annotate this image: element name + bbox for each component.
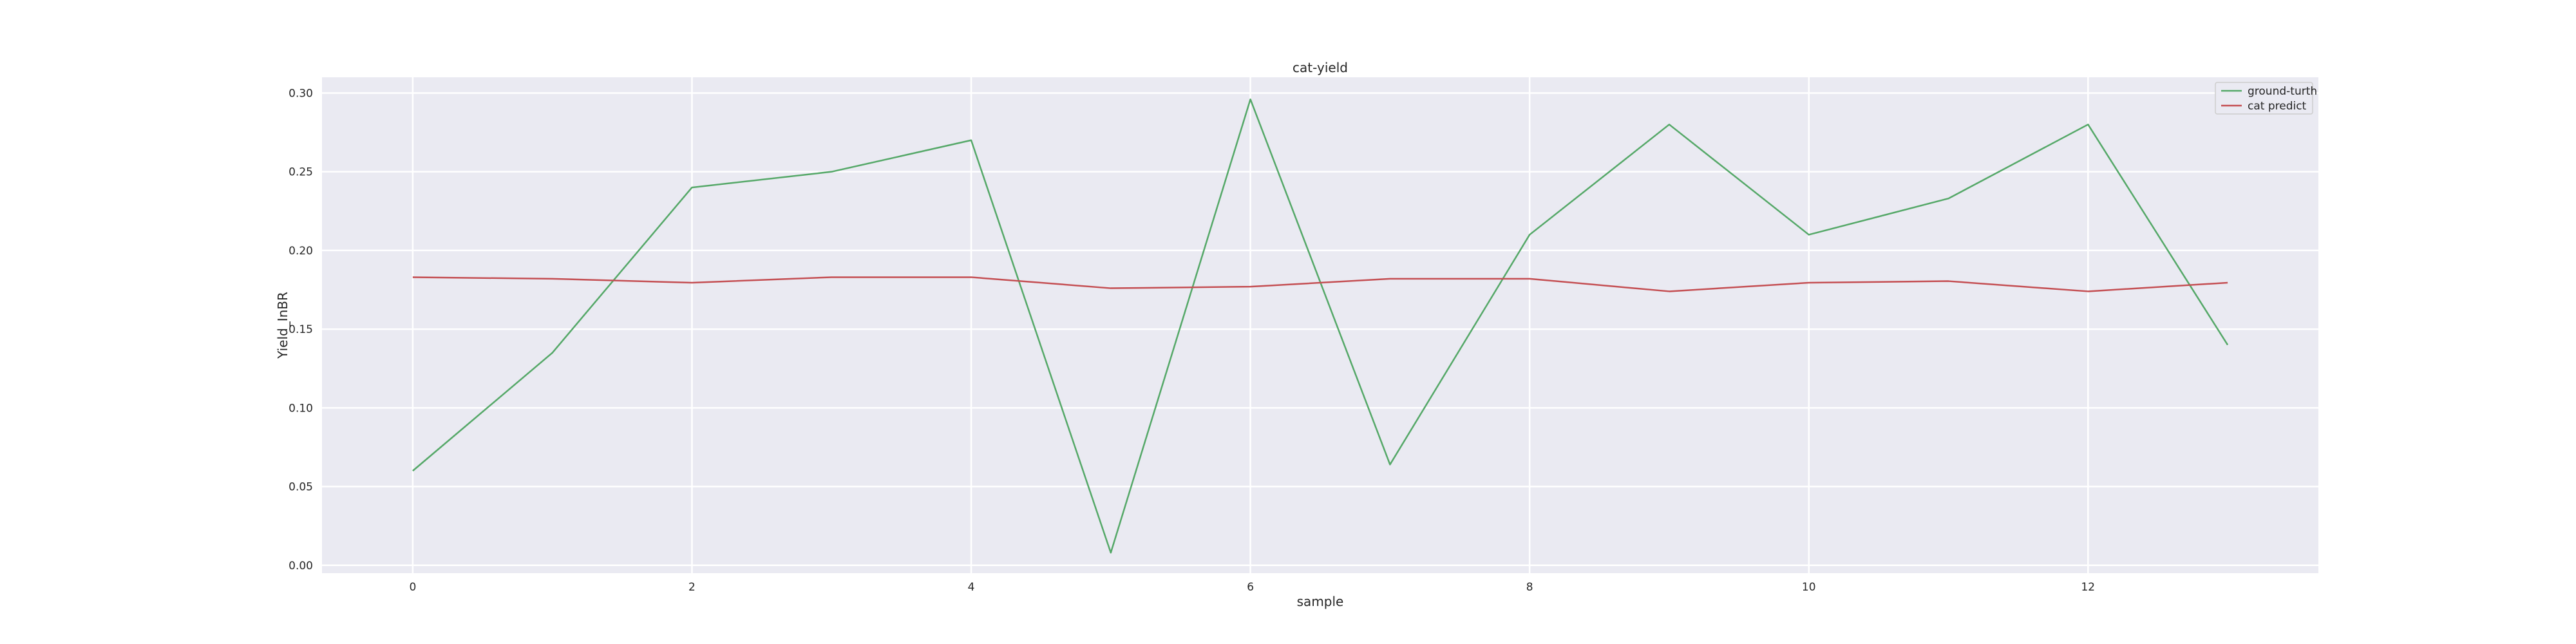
series-line-cat-predict [412, 276, 2228, 292]
x-tick-label: 8 [1526, 581, 1533, 594]
y-tick-label: 0.30 [289, 87, 313, 100]
y-tick-label: 0.15 [289, 323, 313, 336]
y-axis-label: Yield_InBR [275, 292, 290, 359]
legend: ground-turth cat predict [2215, 82, 2317, 115]
y-tick-label: 0.00 [289, 560, 313, 573]
plot-area [322, 77, 2318, 573]
x-tick-label: 2 [688, 581, 696, 594]
x-tick-label: 4 [968, 581, 975, 594]
series-lines [412, 98, 2229, 554]
y-tick-label: 0.05 [289, 481, 313, 494]
chart-title: cat-yield [1293, 60, 1348, 75]
y-tick-label: 0.25 [289, 166, 313, 179]
y-tick-label: 0.20 [289, 245, 313, 258]
x-tick-label: 6 [1247, 581, 1254, 594]
x-tick-label: 10 [1802, 581, 1816, 594]
grid-lines [322, 77, 2318, 573]
x-tick-label: 0 [409, 581, 416, 594]
tick-labels: 0 2 4 6 8 10 12 0.00 0.05 0.10 0.15 0.20 0.25 0.30 [289, 87, 2095, 594]
x-tick-label: 12 [2081, 581, 2095, 594]
legend-label-cat-predict: cat predict [2248, 100, 2307, 113]
y-tick-label: 0.10 [289, 402, 313, 415]
legend-label-ground-turth: ground-turth [2248, 85, 2317, 98]
x-axis-label: sample [1297, 594, 1344, 609]
